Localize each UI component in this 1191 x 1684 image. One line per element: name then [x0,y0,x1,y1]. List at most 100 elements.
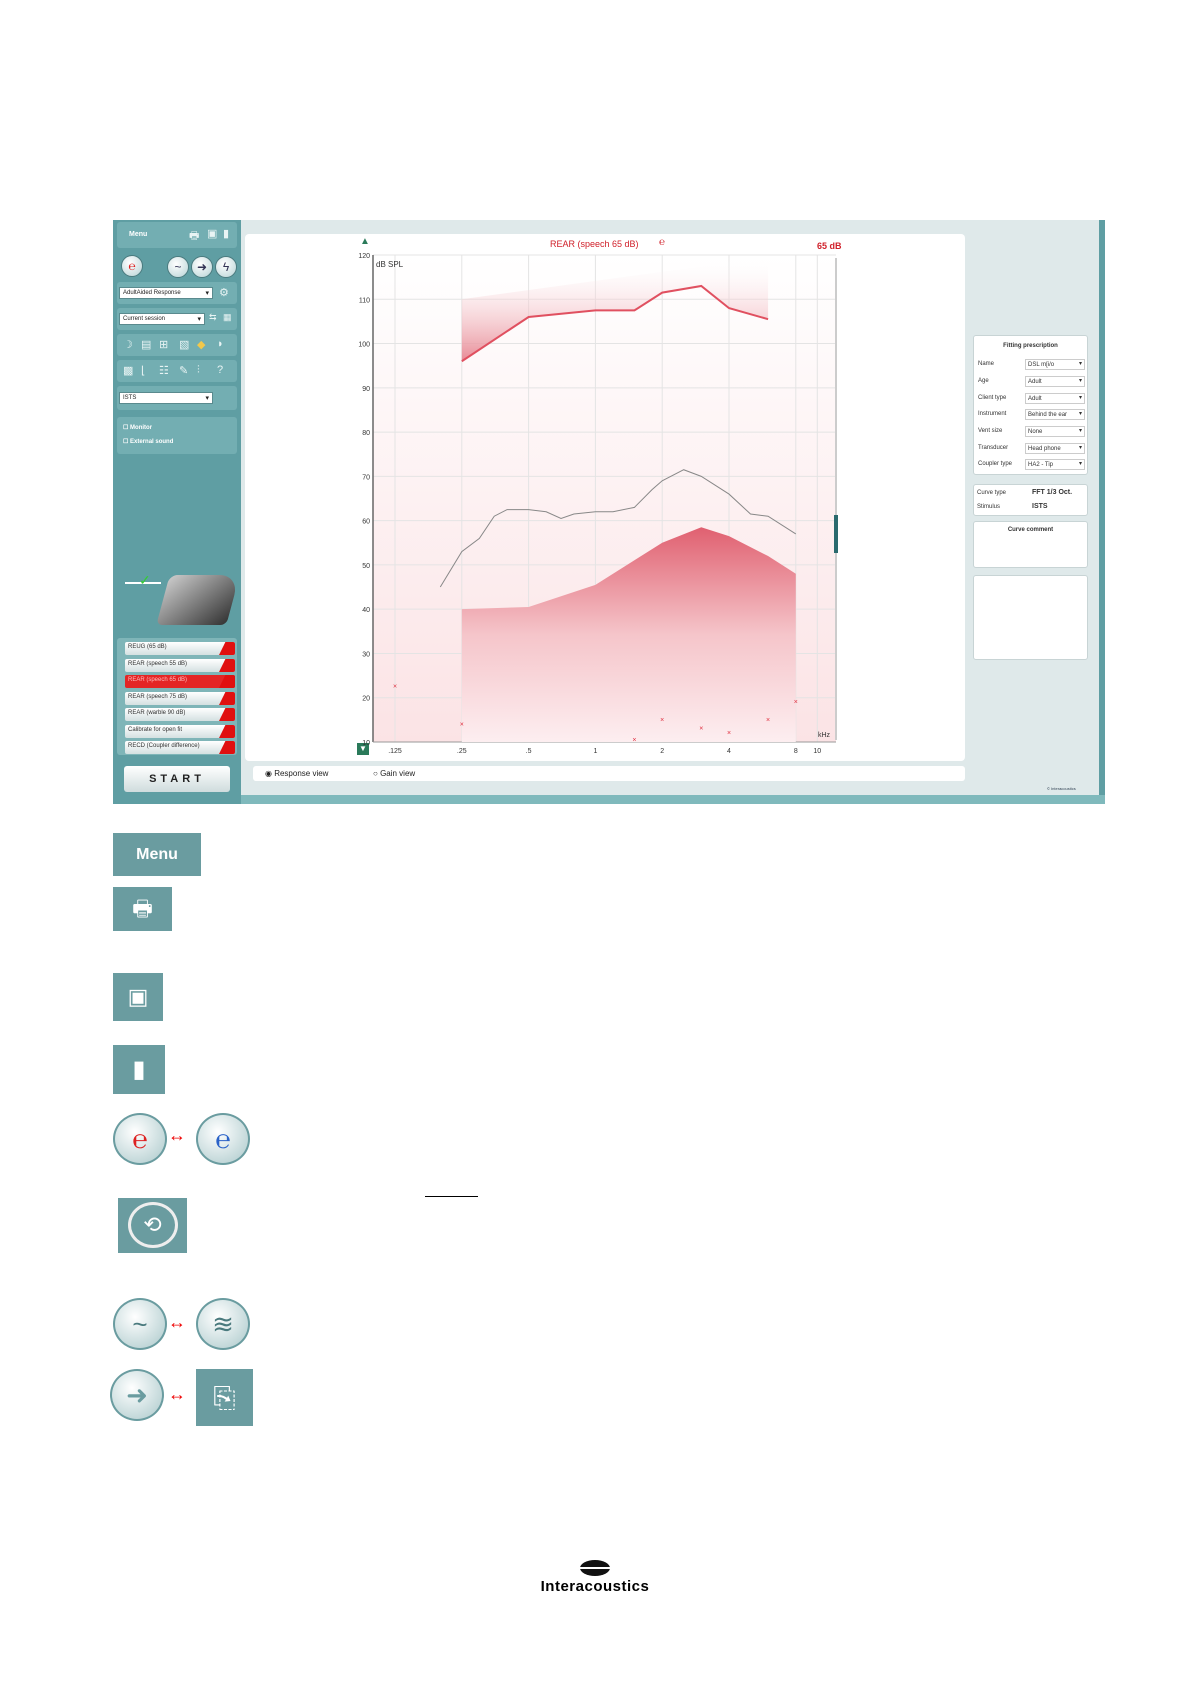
prescription-row-client-type: Client type Adult [978,392,1085,406]
measurement-item[interactable]: REAR (warble 90 dB) [125,708,235,721]
prescription-row-coupler-type: Coupler type HA2 - Tip [978,458,1085,472]
curve-type-key: Curve type [977,490,1007,496]
response-view-radio[interactable]: ◉ Response view [265,769,329,778]
table-icon[interactable]: ☷ [159,365,169,377]
chart-title: REAR (speech 65 dB) [550,239,639,249]
lightning-icon[interactable]: ϟ [215,256,237,278]
blank-info-box [973,575,1088,660]
folder-icon[interactable]: ◆ [197,339,206,351]
x-tick-label: 2 [660,748,664,755]
measurement-item[interactable]: REAR (speech 55 dB) [125,659,235,672]
scroll-up-icon[interactable]: ▲ [360,236,370,247]
continue-arrow-icon[interactable]: ➜ [191,256,213,278]
edit-icon[interactable]: ✎ [179,365,189,377]
toolbar-row-2: ▩ ⌊ ☷ ✎ ⫶ ? [117,360,237,382]
vent-size-dropdown[interactable]: None [1025,426,1085,437]
threshold-marker: × [393,684,397,691]
row-key: Transducer [978,445,1009,451]
left-ear-icon: ℮ [196,1113,250,1165]
curve-comment-box[interactable]: Curve comment [973,521,1088,568]
gain-view-label: Gain view [380,769,416,778]
x-tick-label: .125 [388,748,402,755]
note-icon[interactable]: ▤ [141,339,152,351]
print-icon: 🖶 [113,887,172,931]
ear-icon[interactable]: ☽ [123,339,133,351]
ear-switch-icon[interactable]: ℮ [121,255,143,277]
camera-icon[interactable]: ▩ [123,365,134,377]
measurement-item[interactable]: REUG (65 dB) [125,642,235,655]
instrument-dropdown[interactable]: Behind the ear [1025,409,1085,420]
underline-decoration [425,1196,478,1197]
threshold-marker: × [727,730,731,737]
monitor-box: ☐ Monitor ☐ External sound [117,417,237,454]
copyright: © Interacoustics [1047,786,1076,791]
age-dropdown[interactable]: Adult [1025,376,1085,387]
row-key: Name [978,361,995,367]
client-type-dropdown[interactable]: Adult [1025,393,1085,404]
transducer-dropdown[interactable]: Head phone [1025,443,1085,454]
speaker-icon[interactable]: ◗ [217,338,224,350]
threshold-marker: × [660,717,664,724]
measurement-item[interactable]: Calibrate for open fit [125,725,235,738]
stimulus-key: Stimulus [977,504,1001,510]
session-icon-1[interactable]: ⇆ [209,312,217,322]
status-strip [113,795,1105,804]
target-upper-band [461,257,769,362]
stimulus-dropdown[interactable]: ISTS [119,392,213,404]
name-dropdown[interactable]: DSL m[i/o [1025,359,1085,370]
toolbar-row-1: ☽ ▤ ⊞ ▧ ◆ ◗ [117,334,237,356]
menu-bar: Menu 🖶 ▣ ▮ [117,222,237,248]
report-icon[interactable]: ▧ [179,339,190,351]
coupler-type-dropdown[interactable]: HA2 - Tip [1025,459,1085,470]
exit-icon: ▮ [113,1045,165,1094]
x-tick-label: 10 [813,748,821,755]
toggle-arrow-icon: ↔ [168,1384,186,1404]
exit-icon[interactable]: ▮ [223,228,230,240]
prescription-row-age: Age Adult [978,375,1085,389]
check-icon: ✓ [139,572,151,588]
curve-comment-title: Curve comment [1007,527,1054,533]
stimulus-row: ISTS [117,386,237,410]
help-icon[interactable]: ? [217,364,224,376]
session-icon-2[interactable]: ▦ [223,312,232,322]
fitting-prescription-title: Fitting prescription [1003,343,1058,349]
row-key: Vent size [978,428,1003,434]
threshold-marker: × [766,717,770,724]
external-sound-checkbox[interactable]: ☐ External sound [123,439,174,445]
axis-icon[interactable]: ⌊ [141,365,146,377]
gain-view-radio[interactable]: ○ Gain view [373,769,416,778]
multi-curve-icon: ≋ [196,1298,250,1350]
monitor-label: Monitor [130,425,153,431]
session-dropdown[interactable]: Current session [119,313,205,325]
x-tick-label: .5 [526,748,532,755]
print-icon[interactable]: 🖶 [189,230,200,242]
single-curve-icon[interactable]: ~ [167,256,189,278]
y-tick-label: 30 [362,651,370,658]
level-label: 65 dB [817,241,842,251]
volume-slider[interactable] [125,582,161,584]
x-tick-label: 1 [593,748,597,755]
protocol-dropdown[interactable]: AdultAided Response [119,287,213,299]
save-icon[interactable]: ▣ [207,228,218,240]
measurement-item[interactable]: REAR (speech 75 dB) [125,692,235,705]
grid-icon[interactable]: ⊞ [159,339,169,351]
right-ear-icon: ℮ [113,1113,167,1165]
scroll-down-icon[interactable]: ▼ [357,743,369,755]
monitor-checkbox[interactable]: ☐ Monitor [123,425,153,431]
settings-icon[interactable]: ⚙ [219,287,229,299]
target-lower-band [461,527,796,742]
menu-button[interactable]: Menu [129,231,148,238]
y-axis-label: dB SPL [376,260,404,269]
y-tick-label: 80 [362,430,370,437]
measurement-item[interactable]: RECD (Coupler difference) [125,741,235,754]
continue-arrow-icon: ➜ [110,1369,164,1421]
measurement-list: REUG (65 dB) REAR (speech 55 dB) REAR (s… [117,638,237,755]
measured-curve [439,469,797,588]
measurement-item-selected[interactable]: REAR (speech 65 dB) [125,675,235,688]
bars-icon[interactable]: ⫶ [197,364,200,376]
x-tick-label: .25 [457,748,467,755]
start-button[interactable]: START [124,766,230,792]
level-slider-handle[interactable] [834,515,838,553]
interacoustics-logo: Interacoustics [523,1560,667,1595]
prescription-row-name: Name DSL m[i/o [978,358,1085,372]
